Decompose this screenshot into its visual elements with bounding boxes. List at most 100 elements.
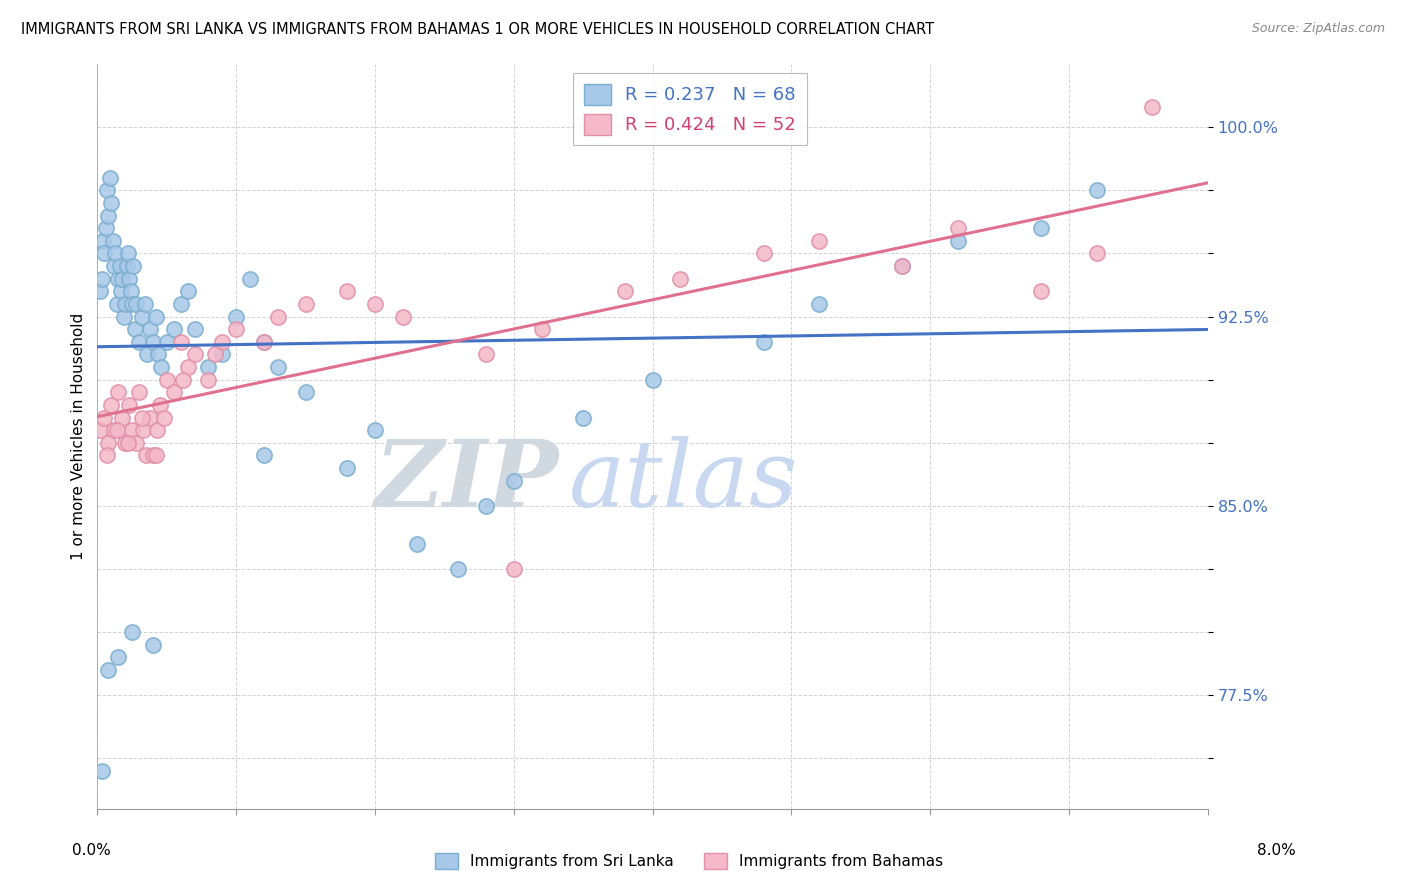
Point [405,537,427,551]
Point [94,221,117,235]
Point [118,271,141,285]
Point [211,334,233,349]
Point [1085,246,1108,260]
Point [156,334,179,349]
Point [145,310,167,324]
Point [364,423,387,437]
Point [108,259,131,273]
Point [364,297,387,311]
Point [447,562,470,576]
Point [336,285,359,299]
Point [176,360,198,375]
Point [136,347,159,361]
Point [96,449,118,463]
Point [1031,285,1053,299]
Text: 0.0%: 0.0% [72,843,111,858]
Point [90,271,112,285]
Point [204,347,226,361]
Point [183,322,205,336]
Point [142,638,165,652]
Point [502,474,524,488]
Point [110,285,132,299]
Point [267,360,290,375]
Text: ZIP: ZIP [374,436,558,526]
Point [120,285,142,299]
Point [97,435,120,450]
Point [118,398,141,412]
Point [163,322,186,336]
Point [530,322,553,336]
Point [225,322,247,336]
Point [97,209,120,223]
Point [475,347,498,361]
Legend: R = 0.237   N = 68, R = 0.424   N = 52: R = 0.237 N = 68, R = 0.424 N = 52 [572,73,807,145]
Point [946,221,969,235]
Point [103,259,125,273]
Point [641,373,664,387]
Point [98,170,121,185]
Point [391,310,413,324]
Point [669,271,692,285]
Point [197,373,219,387]
Point [156,373,179,387]
Point [107,271,129,285]
Point [121,423,143,437]
Point [253,334,276,349]
Point [105,297,128,311]
Point [946,234,969,248]
Point [114,297,136,311]
Point [117,435,139,450]
Point [100,196,122,211]
Point [572,410,595,425]
Point [172,373,194,387]
Point [253,334,276,349]
Point [613,285,636,299]
Point [502,562,524,576]
Point [112,310,135,324]
Point [176,285,198,299]
Point [122,259,145,273]
Point [752,246,775,260]
Text: atlas: atlas [569,436,799,526]
Point [93,246,115,260]
Point [90,764,112,778]
Point [93,410,115,425]
Point [107,385,129,400]
Point [891,259,914,273]
Point [135,449,157,463]
Point [139,322,162,336]
Point [169,297,191,311]
Point [475,499,498,513]
Point [105,423,128,437]
Point [128,385,150,400]
Point [131,410,153,425]
Point [267,310,290,324]
Text: IMMIGRANTS FROM SRI LANKA VS IMMIGRANTS FROM BAHAMAS 1 OR MORE VEHICLES IN HOUSE: IMMIGRANTS FROM SRI LANKA VS IMMIGRANTS … [21,22,934,37]
Point [808,297,831,311]
Point [148,347,170,361]
Point [149,398,172,412]
Point [891,259,914,273]
Text: Source: ZipAtlas.com: Source: ZipAtlas.com [1251,22,1385,36]
Point [142,449,165,463]
Point [1085,183,1108,197]
Point [1142,100,1164,114]
Point [808,234,831,248]
Point [294,297,316,311]
Point [131,310,153,324]
Point [1031,221,1053,235]
Point [183,347,205,361]
Point [128,334,150,349]
Point [91,234,114,248]
Point [134,297,156,311]
Point [89,423,111,437]
Point [197,360,219,375]
Point [153,410,176,425]
Point [146,423,169,437]
Point [139,410,162,425]
Point [132,423,155,437]
Point [121,297,143,311]
Point [253,449,276,463]
Point [125,435,148,450]
Point [97,663,120,677]
